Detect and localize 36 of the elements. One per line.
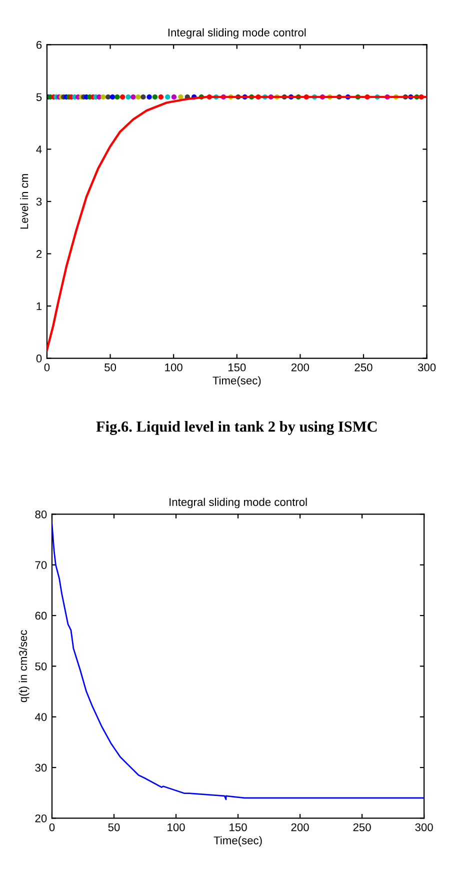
y-tick-label: 60 — [35, 612, 47, 620]
line-series — [52, 524, 424, 800]
y-tick-label: 6 — [36, 40, 42, 49]
y-tick-label: 4 — [36, 146, 42, 154]
y-tick-label: 1 — [36, 302, 42, 310]
x-tick-label: 200 — [291, 823, 309, 832]
y-tick-label: 0 — [36, 354, 42, 362]
x-tick-label: 50 — [108, 823, 120, 832]
x-tick-label: 150 — [228, 363, 246, 372]
x-tick-label: 150 — [230, 823, 247, 832]
x-axis-title: Time(sec) — [214, 836, 262, 847]
chart-title: Integral sliding mode control — [170, 498, 307, 508]
line-series — [46, 96, 427, 352]
x-tick-label: 250 — [354, 363, 372, 372]
x-tick-label: 200 — [291, 363, 310, 372]
y-tick-label: 50 — [35, 662, 47, 670]
chart-title: Integral sliding mode control — [168, 28, 306, 39]
x-tick-label: 0 — [49, 823, 55, 832]
y-tick-label: 40 — [35, 713, 47, 721]
y-axis-title: q(t) in cm3/sec — [18, 630, 30, 702]
y-tick-label: 2 — [36, 250, 42, 258]
y-tick-label: 5 — [36, 93, 42, 102]
y-tick-label: 3 — [36, 198, 42, 206]
x-tick-label: 100 — [168, 823, 185, 832]
caption: Fig.6. Liquid level in tank 2 by using ISMC — [96, 421, 377, 435]
x-tick-label: 300 — [415, 823, 433, 832]
x-axis-title: Time(sec) — [212, 376, 261, 387]
y-tick-label: 80 — [35, 510, 47, 518]
y-tick-label: 30 — [35, 764, 47, 772]
x-tick-label: 250 — [353, 823, 371, 832]
x-tick-label: 300 — [418, 363, 436, 372]
y-axis-title: Level in cm — [20, 174, 28, 229]
x-tick-label: 100 — [165, 363, 182, 372]
y-tick-label: 70 — [35, 561, 47, 570]
y-tick-label: 20 — [35, 814, 47, 822]
x-tick-label: 50 — [104, 363, 116, 372]
